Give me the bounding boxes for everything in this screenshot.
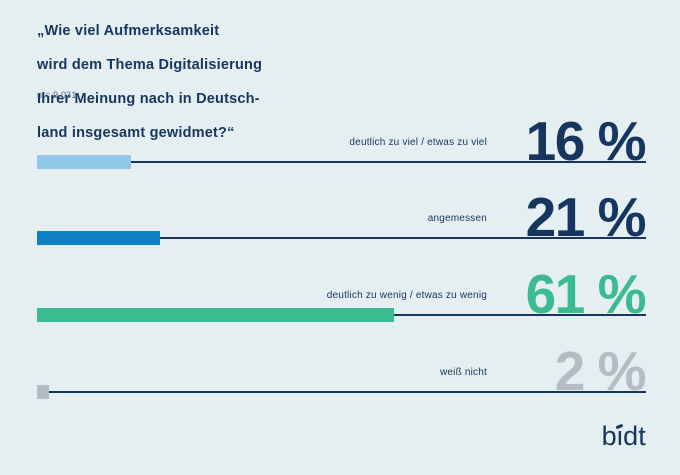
bar: [37, 155, 131, 169]
title-line-4: land insgesamt gewidmet?“: [37, 125, 235, 141]
axis-line: [37, 237, 646, 239]
chart-title: „Wie viel Aufmerksamkeit wird dem Thema …: [37, 23, 262, 142]
category-label: deutlich zu viel / etwas zu viel: [349, 137, 487, 148]
bidt-logo-text: bidt: [601, 421, 646, 451]
bar-row-angemessen: angemessen 21 %: [0, 186, 680, 248]
bar-row-zu-viel: deutlich zu viel / etwas zu viel 16 %: [0, 110, 680, 172]
title-line-2: wird dem Thema Digitalisierung: [37, 57, 263, 73]
bidt-logo: bidt: [602, 421, 646, 451]
category-label: angemessen: [427, 213, 487, 224]
bar: [37, 308, 394, 322]
category-label: deutlich zu wenig / etwas zu wenig: [326, 290, 487, 301]
value-label: 61 %: [525, 263, 647, 325]
bar-row-zu-wenig: deutlich zu wenig / etwas zu wenig 61 %: [0, 263, 680, 325]
bar: [37, 385, 49, 399]
value-label: 16 %: [525, 110, 647, 172]
axis-line: [37, 391, 646, 393]
axis-line: [37, 161, 646, 163]
bar: [37, 231, 160, 245]
bar-row-weiss-nicht: weiß nicht 2 %: [0, 340, 680, 402]
title-line-3: Ihrer Meinung nach in Deutsch-: [37, 91, 260, 107]
value-label: 21 %: [525, 186, 647, 248]
title-line-1: „Wie viel Aufmerksamkeit: [37, 23, 220, 39]
sample-size-note: n = 9.031: [37, 90, 77, 100]
value-label: 2 %: [554, 340, 647, 402]
category-label: weiß nicht: [439, 367, 487, 378]
